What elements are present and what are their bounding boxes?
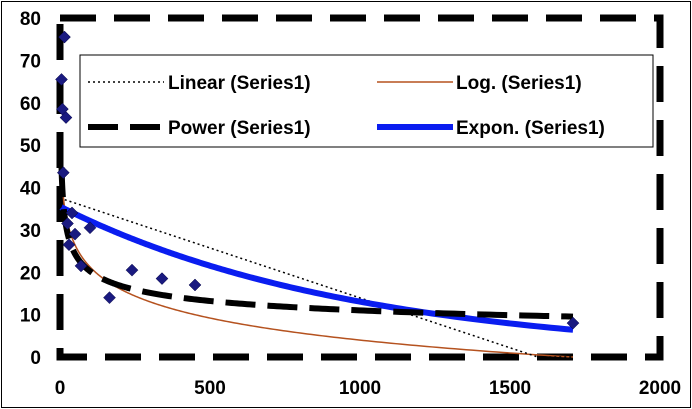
y-tick-label: 20 <box>20 263 41 284</box>
legend-box <box>79 54 654 148</box>
y-tick-label: 40 <box>20 179 41 200</box>
y-tick-label: 10 <box>20 306 41 327</box>
y-tick-label: 70 <box>20 51 41 72</box>
trendline-power <box>58 167 574 320</box>
legend-label: Power (Series1) <box>168 118 311 139</box>
data-point <box>61 217 74 230</box>
legend-label: Linear (Series1) <box>168 73 311 94</box>
y-tick-label: 0 <box>30 348 41 369</box>
x-tick-label: 500 <box>194 378 226 399</box>
trendline-linear <box>59 197 573 358</box>
x-tick-label: 2000 <box>639 378 681 399</box>
legend-item: Log. (Series1) <box>377 73 582 94</box>
data-point <box>68 227 82 241</box>
data-point <box>56 166 70 180</box>
data-point <box>65 206 79 220</box>
x-axis-ticks: 0 500 1000 1500 2000 <box>55 378 681 399</box>
y-axis-ticks: 0 10 20 30 40 50 60 70 80 <box>20 9 41 369</box>
data-point <box>62 238 76 252</box>
trendlines <box>58 167 574 358</box>
y-tick-label: 60 <box>20 94 41 115</box>
legend-label: Log. (Series1) <box>456 73 582 94</box>
y-tick-label: 80 <box>20 9 41 30</box>
trendline-exp <box>59 204 574 333</box>
data-point <box>55 73 68 86</box>
y-tick-label: 50 <box>20 136 41 157</box>
legend-item: Expon. (Series1) <box>377 118 605 139</box>
legend-item: Power (Series1) <box>88 118 311 139</box>
data-point <box>155 272 169 285</box>
data-point <box>125 263 139 277</box>
legend-label: Expon. (Series1) <box>456 118 605 139</box>
y-tick-label: 30 <box>20 221 41 242</box>
data-point <box>103 291 116 305</box>
data-points <box>55 30 580 330</box>
data-point <box>566 316 580 330</box>
data-point <box>83 221 97 235</box>
x-tick-label: 1500 <box>489 378 531 399</box>
x-tick-label: 0 <box>55 378 66 399</box>
trendline-log <box>60 171 574 358</box>
data-point <box>59 111 73 124</box>
legend: Linear (Series1) Log. (Series1) Power (Ser… <box>79 54 654 148</box>
legend-item: Linear (Series1) <box>88 73 311 94</box>
data-point <box>188 278 202 292</box>
data-point <box>74 259 88 273</box>
x-tick-label: 1000 <box>339 378 381 399</box>
data-point <box>58 30 71 44</box>
